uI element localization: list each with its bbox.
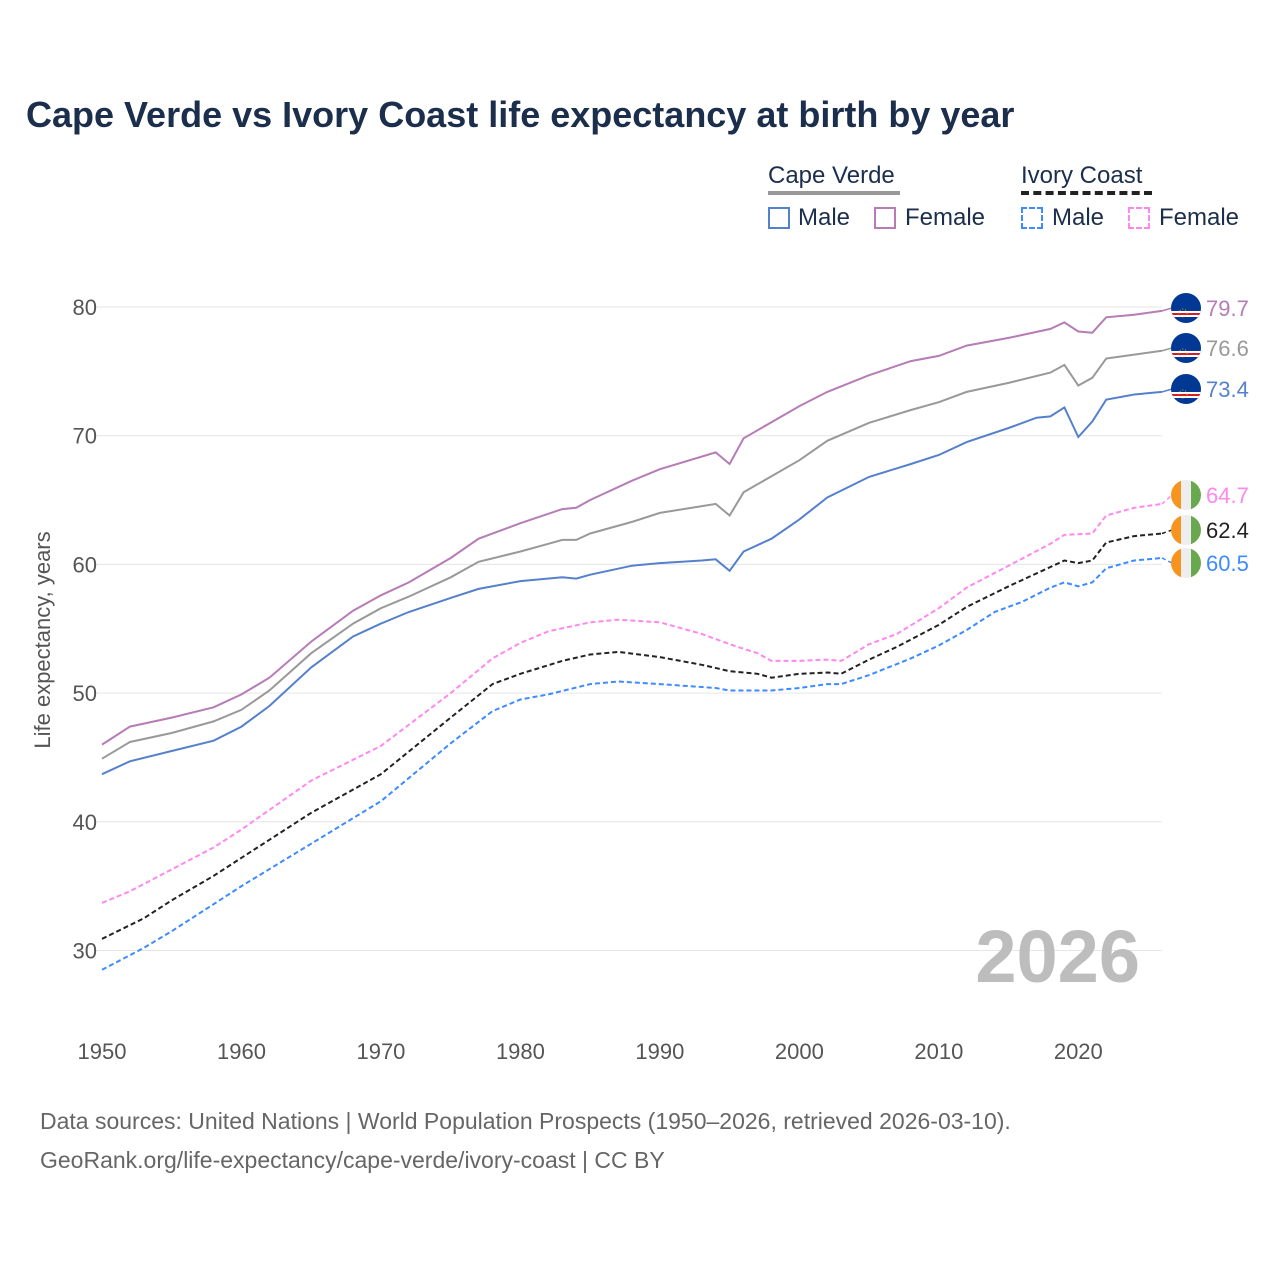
series-line-ivory-coast-female bbox=[101, 502, 1163, 904]
y-tick-label: 80 bbox=[73, 295, 97, 320]
end-connector bbox=[1161, 494, 1173, 505]
legend-group-cape-verde: Cape Verde bbox=[768, 162, 895, 189]
y-tick-label: 60 bbox=[73, 552, 97, 577]
footer-link[interactable]: GeoRank.org/life-expectancy/cape-verde/i… bbox=[40, 1147, 665, 1173]
cape-verde-flag-icon bbox=[1171, 333, 1201, 363]
x-tick-label: 2000 bbox=[775, 1039, 824, 1064]
legend-label-cv-female: Female bbox=[905, 204, 986, 231]
x-tick-label: 1960 bbox=[217, 1039, 266, 1064]
series-line-cape-verde-female bbox=[101, 309, 1163, 746]
legend-swatch-cv-male bbox=[768, 207, 790, 229]
year-watermark: 2026 bbox=[975, 915, 1140, 998]
series-line-cape-verde-male bbox=[101, 390, 1163, 776]
x-tick-label: 1990 bbox=[635, 1039, 684, 1064]
x-tick-label: 2010 bbox=[914, 1039, 963, 1064]
end-value-label: 76.6 bbox=[1206, 336, 1249, 361]
x-tick-label: 1950 bbox=[78, 1039, 127, 1064]
legend-group-ivory-coast: Ivory Coast bbox=[1021, 162, 1143, 189]
series-line-ivory-coast-male bbox=[101, 557, 1163, 971]
end-connector bbox=[1161, 347, 1173, 352]
end-value-label: 79.7 bbox=[1206, 296, 1249, 321]
ivory-coast-flag-icon bbox=[1171, 548, 1201, 578]
cape-verde-flag-icon bbox=[1171, 293, 1201, 323]
legend-ivory-coast-line bbox=[1021, 191, 1152, 195]
chart-title: Cape Verde vs Ivory Coast life expectanc… bbox=[26, 94, 1015, 135]
ivory-coast-flag-icon bbox=[1171, 515, 1201, 545]
legend-swatch-ic-female bbox=[1128, 207, 1150, 229]
footer-sources: Data sources: United Nations | World Pop… bbox=[40, 1108, 1011, 1134]
y-tick-label: 40 bbox=[73, 810, 97, 835]
end-value-label: 60.5 bbox=[1206, 551, 1249, 576]
end-value-label: 62.4 bbox=[1206, 518, 1249, 543]
x-tick-label: 1980 bbox=[496, 1039, 545, 1064]
end-connector bbox=[1161, 388, 1173, 393]
end-connector bbox=[1161, 307, 1173, 312]
legend-swatch-cv-female bbox=[874, 207, 896, 229]
legend-label-cv-male: Male bbox=[798, 204, 851, 231]
legend-cape-verde-line bbox=[768, 191, 900, 195]
y-axis-label: Life expectancy, years bbox=[30, 531, 55, 748]
series-line-cape-verde-total bbox=[101, 349, 1163, 760]
legend-label-ic-male: Male bbox=[1052, 204, 1105, 231]
y-tick-label: 30 bbox=[73, 939, 97, 964]
end-connector bbox=[1161, 557, 1173, 564]
ivory-coast-flag-icon bbox=[1171, 480, 1201, 510]
x-tick-label: 2020 bbox=[1054, 1039, 1103, 1064]
legend-label-ic-female: Female bbox=[1159, 204, 1240, 231]
series-line-ivory-coast-total bbox=[101, 532, 1163, 940]
end-value-label: 73.4 bbox=[1206, 377, 1249, 402]
legend-swatch-ic-male bbox=[1021, 207, 1043, 229]
end-connector bbox=[1161, 529, 1173, 535]
end-value-label: 64.7 bbox=[1206, 483, 1249, 508]
y-tick-label: 70 bbox=[73, 424, 97, 449]
cape-verde-flag-icon bbox=[1171, 374, 1201, 404]
y-tick-label: 50 bbox=[73, 681, 97, 706]
x-tick-label: 1970 bbox=[356, 1039, 405, 1064]
